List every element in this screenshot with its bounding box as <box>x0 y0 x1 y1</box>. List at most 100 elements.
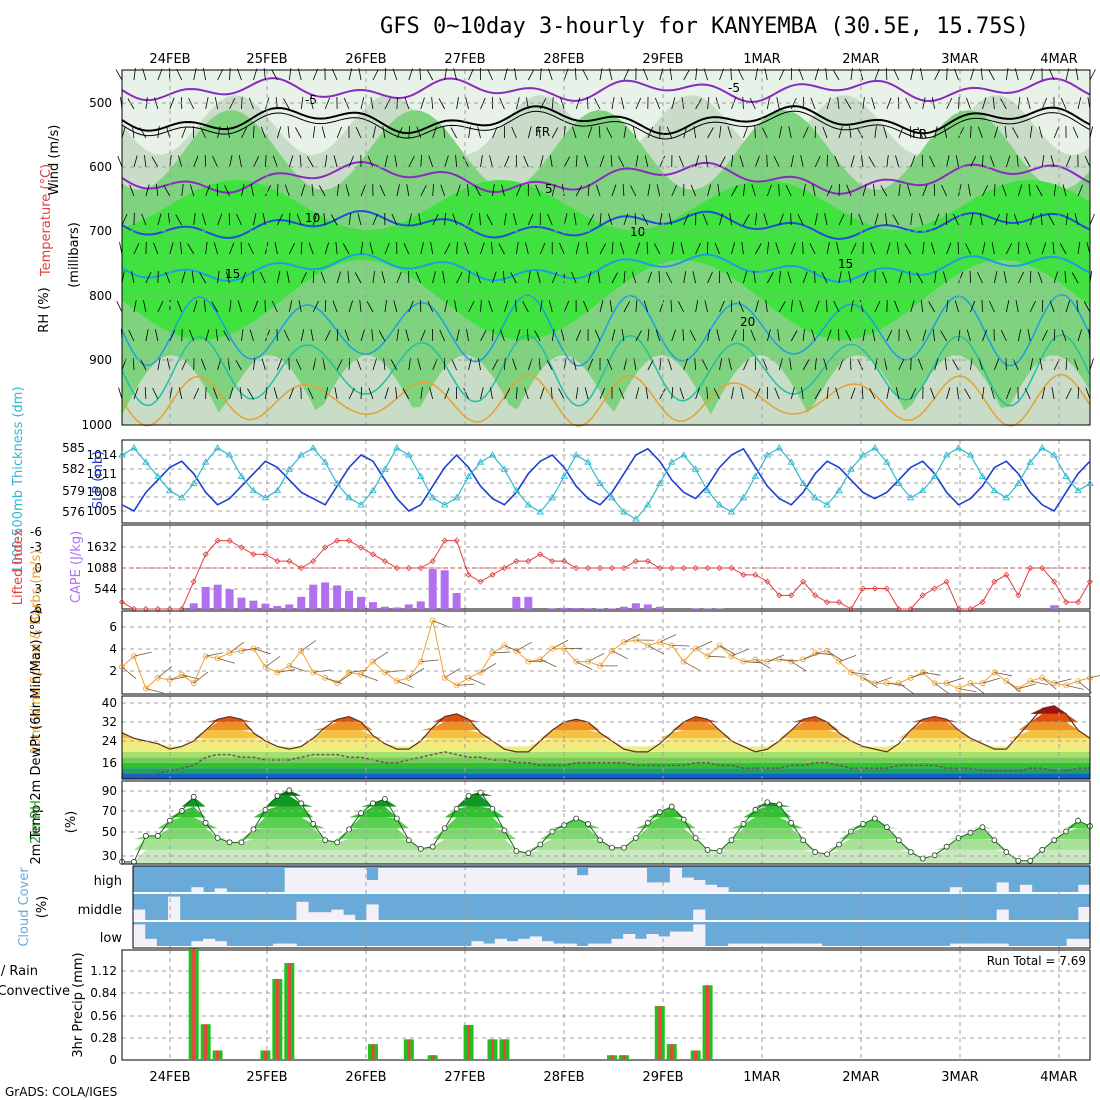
rh-point <box>645 820 650 825</box>
cape-bar <box>417 601 425 609</box>
cloud-gap-cell <box>331 868 343 892</box>
precip-convective-bar <box>491 1039 494 1060</box>
cloud-gap-cell <box>506 868 518 892</box>
cape-tick: 1088 <box>86 561 117 575</box>
date-label-bottom: 28FEB <box>543 1070 584 1085</box>
precip-convective-bar <box>467 1025 470 1060</box>
date-label-bottom: 26FEB <box>345 1070 386 1085</box>
cloud-gap-cell <box>787 944 799 946</box>
cape-bar <box>656 607 664 609</box>
cloud-gap-cell <box>343 915 355 920</box>
pressure-tick: 800 <box>89 289 112 303</box>
legend-total-rain: Total / Rain <box>0 964 38 979</box>
rh-point <box>980 825 985 830</box>
wind-barb <box>118 388 122 399</box>
cloud-gap-cell <box>647 934 659 946</box>
cape-tick: 544 <box>94 582 117 596</box>
credit-text: GrADS: COLA/IGES <box>5 1085 117 1099</box>
surface-wind-barb <box>218 658 235 663</box>
cape-bar <box>345 591 353 609</box>
cloud-gap-cell <box>670 932 682 946</box>
precip-tick: 0.84 <box>90 986 117 1000</box>
precip-panel: Run Total = 7.691.120.840.560.2803hr Pre… <box>0 949 1090 1067</box>
cloud-gap-cell <box>401 868 413 892</box>
surface-wind-barb <box>409 668 424 678</box>
cloud-gap-cell <box>541 868 553 892</box>
precip-tick: 0.28 <box>90 1031 117 1045</box>
cloud-gap-cell <box>471 868 483 892</box>
rh-point <box>251 827 256 832</box>
cloud-gap-cell <box>541 941 553 946</box>
rh-point <box>203 820 208 825</box>
rh-point <box>418 846 423 851</box>
date-label-top: 27FEB <box>444 52 485 67</box>
contour-label: 10 <box>305 211 320 225</box>
cloud-gap-cell <box>495 868 507 892</box>
cloud-gap-cell <box>950 944 962 946</box>
cloud-gap-cell <box>448 868 460 892</box>
date-label-top: 4MAR <box>1040 52 1077 67</box>
date-label-top: 29FEB <box>642 52 683 67</box>
cape-bar <box>692 608 700 609</box>
rh-point <box>143 833 148 838</box>
ylabel-cape: CAPE (J/kg) <box>69 531 84 603</box>
cape-bar <box>453 593 461 609</box>
rh-tick: 90 <box>102 784 117 798</box>
precip-convective-bar <box>658 1006 661 1060</box>
temp-tick: 16 <box>102 756 117 770</box>
precip-convective-bar <box>706 985 709 1060</box>
cloud-gap-cell <box>705 885 717 892</box>
precip-convective-bar <box>610 1055 613 1060</box>
cape-bar <box>441 570 449 609</box>
ylabel-cloud: Cloud Cover <box>17 867 32 947</box>
contour-label: FR <box>535 125 550 139</box>
rh-point <box>621 845 626 850</box>
rh-point <box>1016 858 1021 863</box>
cape-bar <box>620 607 628 609</box>
rh-point <box>729 838 734 843</box>
cloud-level-label: low <box>100 931 123 946</box>
cloud-gap-cell <box>635 868 647 892</box>
cloud-gap-cell <box>600 868 612 892</box>
cape-bar <box>429 569 437 609</box>
cloud-gap-cell <box>215 888 227 892</box>
cloud-gap-cell <box>366 904 378 920</box>
cloud-gap-cell <box>530 868 542 892</box>
ylabel-cloud-unit: (%) <box>35 896 50 919</box>
cape-bar <box>309 585 317 609</box>
rh-point <box>777 802 782 807</box>
cloud-gap-cell <box>378 868 390 892</box>
rh-point <box>1040 847 1045 852</box>
cloud-gap-cell <box>518 868 530 892</box>
rh-point <box>741 821 746 826</box>
precip-convective-bar <box>670 1044 673 1060</box>
li-tick: -6 <box>30 525 42 539</box>
cloud-gap-cell <box>775 944 787 946</box>
cloud-gap-cell <box>215 941 227 946</box>
cloud-gap-cell <box>203 939 215 946</box>
date-label-top: 25FEB <box>246 52 287 67</box>
cloud-gap-cell <box>273 944 285 946</box>
cloud-gap-cell <box>658 936 670 946</box>
date-label-bottom: 3MAR <box>941 1070 978 1085</box>
wind-barb <box>118 156 122 167</box>
surface-wind-barb <box>959 689 977 692</box>
date-label-top: 2MAR <box>842 52 879 67</box>
cloud-gap-cell <box>798 944 810 946</box>
cloud-gap-cell <box>997 882 1009 892</box>
rh-point <box>801 838 806 843</box>
cape-bar <box>321 582 329 609</box>
cloud-gap-cell <box>506 941 518 946</box>
contour-label: 20 <box>740 315 755 329</box>
precip-tick: 0 <box>109 1053 117 1067</box>
surface-wind-barb <box>469 678 486 685</box>
rh-point <box>335 840 340 845</box>
cape-bar <box>238 598 246 609</box>
ylabel-slp: SLP (mb) <box>91 451 106 510</box>
date-label-bottom: 25FEB <box>246 1070 287 1085</box>
cloud-gap-cell <box>518 939 530 946</box>
rh-point <box>382 797 387 802</box>
cape-bar <box>285 604 293 609</box>
thickness-tick: 579 <box>62 484 85 498</box>
cloud-gap-cell <box>390 868 402 892</box>
